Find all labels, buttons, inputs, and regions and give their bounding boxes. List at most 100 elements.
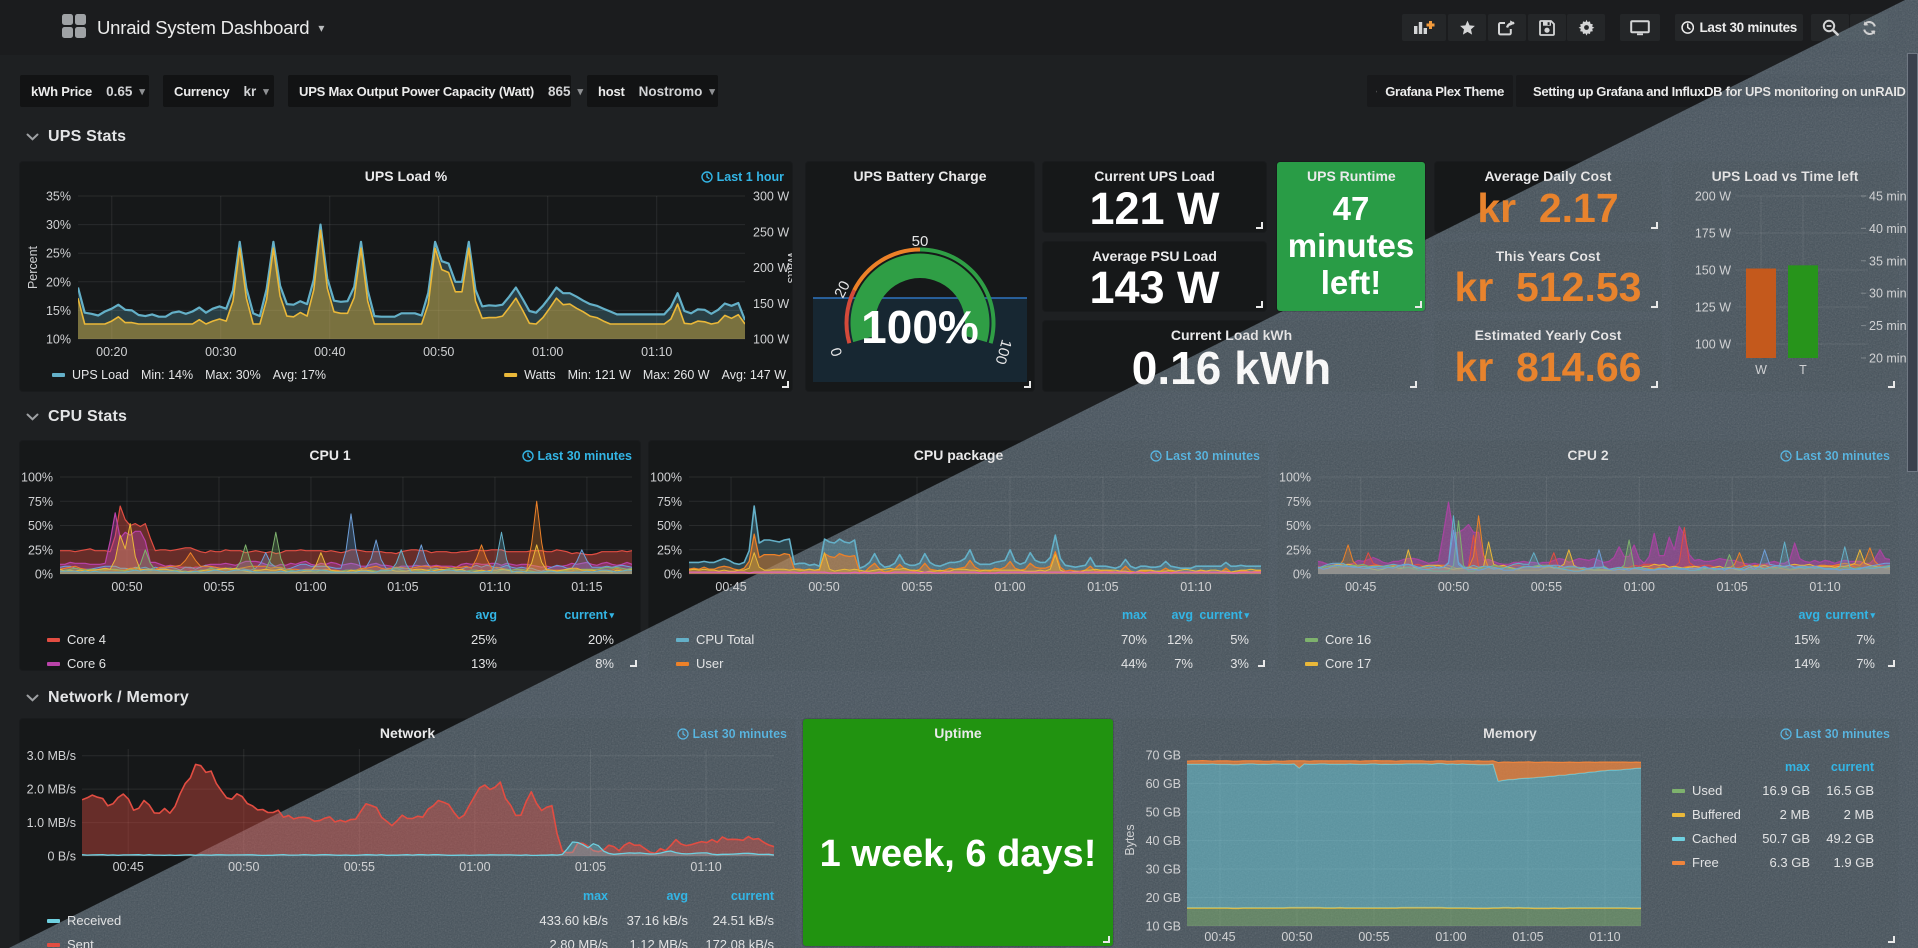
panel-current-load-kwh: Current Load kWh 0.16 kWh bbox=[1043, 321, 1420, 394]
variable-value-text: 0.65 bbox=[106, 83, 133, 99]
svg-text:01:10: 01:10 bbox=[1589, 930, 1620, 944]
svg-text:300 W: 300 W bbox=[753, 190, 789, 204]
scrollbar-thumb[interactable] bbox=[1907, 53, 1918, 472]
svg-text:01:00: 01:00 bbox=[1435, 930, 1466, 944]
network-chart[interactable]: 3.0 MB/s 2.0 MB/s 1.0 MB/s 0 B/s 00:45 00:50 0… bbox=[20, 719, 795, 948]
panel-title[interactable]: Current Load kWh bbox=[1170, 327, 1293, 343]
panel-resize-handle[interactable] bbox=[630, 660, 637, 667]
row-collapse-chevron[interactable] bbox=[26, 689, 39, 707]
svg-text:25%: 25% bbox=[28, 543, 53, 557]
panel-resize-handle[interactable] bbox=[1024, 381, 1031, 388]
svg-text:40 GB: 40 GB bbox=[1146, 834, 1181, 848]
panel-resize-handle[interactable] bbox=[782, 381, 789, 388]
refresh-button[interactable] bbox=[1850, 14, 1888, 41]
svg-text:00:30: 00:30 bbox=[205, 345, 236, 359]
dashboard-title[interactable]: Unraid System Dashboard ▾ bbox=[97, 0, 324, 55]
variable-value-dropdown[interactable]: kr ▾ bbox=[243, 84, 268, 99]
panel-load-vs-time: UPS Load vs Time left 200 W 175 W 150 W 125… bbox=[1672, 162, 1907, 391]
star-button[interactable] bbox=[1448, 14, 1486, 41]
panel-resize-handle[interactable] bbox=[1888, 381, 1895, 388]
svg-text:50%: 50% bbox=[1286, 519, 1311, 533]
time-range-button[interactable]: Last 30 minutes bbox=[1675, 14, 1803, 41]
cpu1-chart[interactable]: 100% 75% 50% 25% 0% 00:50 00:55 01:00 01:05 01:10… bbox=[20, 441, 640, 670]
svg-text:Percent: Percent bbox=[26, 245, 40, 289]
svg-text:01:00: 01:00 bbox=[532, 345, 563, 359]
panel-title[interactable]: Average Daily Cost bbox=[1484, 168, 1612, 184]
cpu-package-chart[interactable]: 100% 75% 50% 25% 0% 00:45 00:50 00:55 01:00 01:05… bbox=[649, 441, 1268, 670]
dashboard-link-1[interactable]: Setting up Grafana and InfluxDB for UPS … bbox=[1516, 75, 1906, 107]
panel-resize-handle[interactable] bbox=[1410, 381, 1417, 388]
panel-title[interactable]: Estimated Yearly Cost bbox=[1474, 327, 1622, 343]
tv-mode-icon bbox=[1630, 19, 1650, 35]
panel-resize-handle[interactable] bbox=[1256, 222, 1263, 229]
singlestat-value: kr 512.53 bbox=[1454, 264, 1642, 310]
svg-text:0%: 0% bbox=[1293, 568, 1311, 582]
save-button[interactable] bbox=[1528, 14, 1566, 41]
svg-text:01:05: 01:05 bbox=[1512, 930, 1543, 944]
panel-resize-handle[interactable] bbox=[1415, 301, 1422, 308]
panel-title[interactable]: Current UPS Load bbox=[1094, 168, 1215, 184]
row-collapse-chevron[interactable] bbox=[26, 408, 39, 426]
singlestat-value: 121 W bbox=[1089, 183, 1220, 234]
svg-text:01:05: 01:05 bbox=[387, 580, 418, 594]
panel-ups-load: UPS Load % Last 1 hour 35% 30% 25% 20% 15% 10… bbox=[20, 162, 792, 391]
svg-text:25%: 25% bbox=[1286, 543, 1311, 557]
svg-text:00:45: 00:45 bbox=[1204, 930, 1235, 944]
dashboard-link-0[interactable]: Grafana Plex Theme bbox=[1367, 75, 1513, 107]
zoom-out-button[interactable] bbox=[1811, 14, 1849, 41]
variable-value-dropdown[interactable]: Nostromo ▾ bbox=[639, 84, 715, 99]
svg-text:Watts: Watts bbox=[785, 252, 792, 283]
panel-title[interactable]: Uptime bbox=[934, 725, 982, 741]
row-header-1[interactable]: CPU Stats bbox=[0, 406, 127, 428]
panel-resize-handle[interactable] bbox=[1888, 936, 1895, 943]
svg-text:50 GB: 50 GB bbox=[1146, 806, 1181, 820]
panel-title[interactable]: Average PSU Load bbox=[1092, 248, 1217, 264]
panel-resize-handle[interactable] bbox=[1651, 222, 1658, 229]
variable-label: host bbox=[598, 83, 625, 99]
svg-text:01:15: 01:15 bbox=[571, 580, 602, 594]
panel-cpu-package: CPU package Last 30 minutes 100% 75% 50% 25% 0… bbox=[649, 441, 1268, 671]
singlestat-value: kr 2.17 bbox=[1477, 185, 1619, 231]
ups-load-chart[interactable]: 35% 30% 25% 20% 15% 10% 300 W 250 W 200 W 150 W 10… bbox=[20, 162, 792, 391]
svg-text:100%: 100% bbox=[650, 471, 682, 485]
grafana-logo-icon[interactable] bbox=[62, 14, 86, 38]
panel-title[interactable]: This Years Cost bbox=[1495, 248, 1601, 264]
settings-button[interactable] bbox=[1567, 14, 1605, 41]
singlestat-value: kr 814.66 bbox=[1454, 344, 1642, 390]
panel-title[interactable]: UPS Runtime bbox=[1307, 168, 1396, 184]
svg-text:20%: 20% bbox=[46, 275, 71, 289]
singlestat-value: 143 W bbox=[1089, 262, 1220, 313]
variable-value-dropdown[interactable]: 0.65 ▾ bbox=[106, 84, 145, 99]
panel-resize-handle[interactable] bbox=[1256, 301, 1263, 308]
variable-value-dropdown[interactable]: 865 ▾ bbox=[548, 84, 583, 99]
panel-avg-psu-load: Average PSU Load 143 W bbox=[1043, 242, 1266, 313]
panel-resize-handle[interactable] bbox=[1258, 660, 1265, 667]
row-header-0[interactable]: UPS Stats bbox=[0, 126, 126, 148]
svg-text:0%: 0% bbox=[35, 568, 53, 582]
svg-text:40 min: 40 min bbox=[1869, 222, 1907, 236]
svg-text:01:10: 01:10 bbox=[641, 345, 672, 359]
panel-resize-handle[interactable] bbox=[1651, 301, 1658, 308]
external-link-icon bbox=[1376, 90, 1378, 92]
svg-text:25%: 25% bbox=[46, 247, 71, 261]
panel-resize-handle[interactable] bbox=[1103, 936, 1110, 943]
svg-text:00:40: 00:40 bbox=[314, 345, 345, 359]
tv-mode-button[interactable] bbox=[1620, 14, 1660, 41]
svg-text:45 min: 45 min bbox=[1869, 190, 1907, 204]
share-button[interactable] bbox=[1488, 14, 1526, 41]
panel-resize-handle[interactable] bbox=[1651, 381, 1658, 388]
memory-chart[interactable]: 70 GB 60 GB 50 GB 40 GB 30 GB 20 GB 10 GB 00:45… bbox=[1122, 719, 1898, 946]
panel-memory: Memory Last 30 minutes 70 GB 60 GB 50 GB 40 G… bbox=[1122, 719, 1898, 946]
load-vs-time-chart[interactable]: 200 W 175 W 150 W 125 W 100 W 45 min 40 min 35 … bbox=[1672, 162, 1918, 391]
svg-text:250 W: 250 W bbox=[753, 225, 789, 239]
row-collapse-chevron[interactable] bbox=[26, 128, 39, 146]
row-header-2[interactable]: Network / Memory bbox=[0, 687, 189, 709]
chevron-down-icon bbox=[26, 694, 39, 702]
star-icon bbox=[1459, 20, 1475, 35]
add-panel-button[interactable] bbox=[1402, 14, 1446, 41]
panel-resize-handle[interactable] bbox=[1888, 660, 1895, 667]
panel-current-ups-load: Current UPS Load 121 W bbox=[1043, 162, 1266, 234]
svg-text:30%: 30% bbox=[46, 218, 71, 232]
cpu2-chart[interactable]: 100% 75% 50% 25% 0% 00:45 00:50 00:55 01:00 01:05… bbox=[1278, 441, 1898, 670]
